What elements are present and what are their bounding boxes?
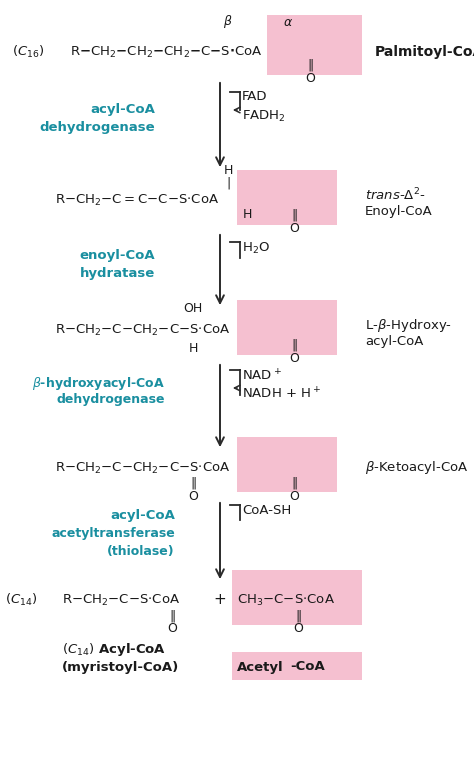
Text: Acetyl: Acetyl bbox=[237, 661, 283, 673]
Text: FADH$_2$: FADH$_2$ bbox=[242, 109, 286, 123]
Text: acyl-CoA: acyl-CoA bbox=[110, 510, 175, 523]
Text: NAD$^+$: NAD$^+$ bbox=[242, 368, 282, 384]
Text: hydratase: hydratase bbox=[80, 266, 155, 279]
Bar bbox=[267, 15, 362, 75]
Text: $trans$-$\Delta^2$-: $trans$-$\Delta^2$- bbox=[365, 186, 426, 203]
Text: CoA-SH: CoA-SH bbox=[242, 505, 291, 517]
Text: Palmitoyl-CoA: Palmitoyl-CoA bbox=[375, 45, 474, 59]
Text: R$-$CH$_2$$-$C$-$S$\cdot$CoA: R$-$CH$_2$$-$C$-$S$\cdot$CoA bbox=[62, 593, 180, 607]
Text: $\beta$-hydroxyacyl-CoA: $\beta$-hydroxyacyl-CoA bbox=[32, 374, 165, 391]
Text: $\beta$: $\beta$ bbox=[223, 14, 233, 30]
Text: $\Vert$: $\Vert$ bbox=[291, 475, 297, 491]
Text: $\mathrm{L}$-$\beta$-Hydroxy-: $\mathrm{L}$-$\beta$-Hydroxy- bbox=[365, 317, 452, 333]
Text: acyl-CoA: acyl-CoA bbox=[365, 336, 423, 349]
Bar bbox=[237, 300, 337, 355]
Text: H: H bbox=[188, 342, 198, 355]
Text: $\Vert$: $\Vert$ bbox=[295, 608, 301, 624]
Text: (myristoyl-CoA): (myristoyl-CoA) bbox=[62, 661, 179, 674]
Text: -CoA: -CoA bbox=[290, 661, 325, 673]
Bar bbox=[232, 652, 362, 680]
Text: H: H bbox=[223, 164, 233, 177]
Text: O: O bbox=[167, 622, 177, 635]
Text: O: O bbox=[305, 72, 315, 84]
Bar bbox=[232, 570, 362, 625]
Text: acetyltransferase: acetyltransferase bbox=[51, 527, 175, 540]
Text: O: O bbox=[293, 622, 303, 635]
Bar bbox=[237, 170, 337, 225]
Text: R$-$CH$_2$$-$C$=$C$-$C$-$S$\cdot$CoA: R$-$CH$_2$$-$C$=$C$-$C$-$S$\cdot$CoA bbox=[55, 193, 219, 208]
Text: $\Vert$: $\Vert$ bbox=[169, 608, 175, 624]
Text: O: O bbox=[289, 352, 299, 365]
Bar bbox=[237, 437, 337, 492]
Text: $\alpha$: $\alpha$ bbox=[283, 15, 293, 28]
Text: $(C_{16})$: $(C_{16})$ bbox=[12, 44, 45, 60]
Text: H: H bbox=[242, 209, 252, 221]
Text: $\Vert$: $\Vert$ bbox=[190, 475, 196, 491]
Text: $(C_{14})$ Acyl-CoA: $(C_{14})$ Acyl-CoA bbox=[62, 642, 166, 658]
Text: O: O bbox=[289, 489, 299, 502]
Text: O: O bbox=[289, 221, 299, 234]
Text: $\Vert$: $\Vert$ bbox=[291, 337, 297, 353]
Text: CH$_3$$-$C$-$S$\cdot$CoA: CH$_3$$-$C$-$S$\cdot$CoA bbox=[237, 593, 335, 607]
Text: R$-$CH$_2$$-$C$-$CH$_2$$-$C$-$S$\cdot$CoA: R$-$CH$_2$$-$C$-$CH$_2$$-$C$-$S$\cdot$Co… bbox=[55, 323, 230, 338]
Text: NADH + H$^+$: NADH + H$^+$ bbox=[242, 387, 321, 402]
Text: +: + bbox=[214, 593, 227, 607]
Text: dehydrogenase: dehydrogenase bbox=[56, 393, 165, 406]
Text: H$_2$O: H$_2$O bbox=[242, 240, 270, 256]
Text: $\Vert$: $\Vert$ bbox=[307, 57, 313, 73]
Text: enoyl-CoA: enoyl-CoA bbox=[79, 249, 155, 262]
Text: acyl-CoA: acyl-CoA bbox=[90, 103, 155, 116]
Text: O: O bbox=[188, 489, 198, 502]
Text: $\Vert$: $\Vert$ bbox=[291, 207, 297, 223]
Text: (thiolase): (thiolase) bbox=[108, 545, 175, 558]
Text: $\beta$-Ketoacyl-CoA: $\beta$-Ketoacyl-CoA bbox=[365, 460, 468, 476]
Text: R$\mathbf{-}$CH$_2$$\mathbf{-}$CH$_2$$\mathbf{-}$CH$_2$$\mathbf{-}$C$\mathbf{-}$: R$\mathbf{-}$CH$_2$$\mathbf{-}$CH$_2$$\m… bbox=[70, 44, 263, 59]
Text: $|$: $|$ bbox=[226, 175, 230, 191]
Text: Enoyl-CoA: Enoyl-CoA bbox=[365, 205, 433, 218]
Text: R$-$CH$_2$$-$C$-$CH$_2$$-$C$-$S$\cdot$CoA: R$-$CH$_2$$-$C$-$CH$_2$$-$C$-$S$\cdot$Co… bbox=[55, 460, 230, 476]
Text: dehydrogenase: dehydrogenase bbox=[39, 122, 155, 135]
Text: $(C_{14})$: $(C_{14})$ bbox=[5, 592, 37, 608]
Text: FAD: FAD bbox=[242, 91, 267, 103]
Text: OH: OH bbox=[183, 301, 202, 314]
